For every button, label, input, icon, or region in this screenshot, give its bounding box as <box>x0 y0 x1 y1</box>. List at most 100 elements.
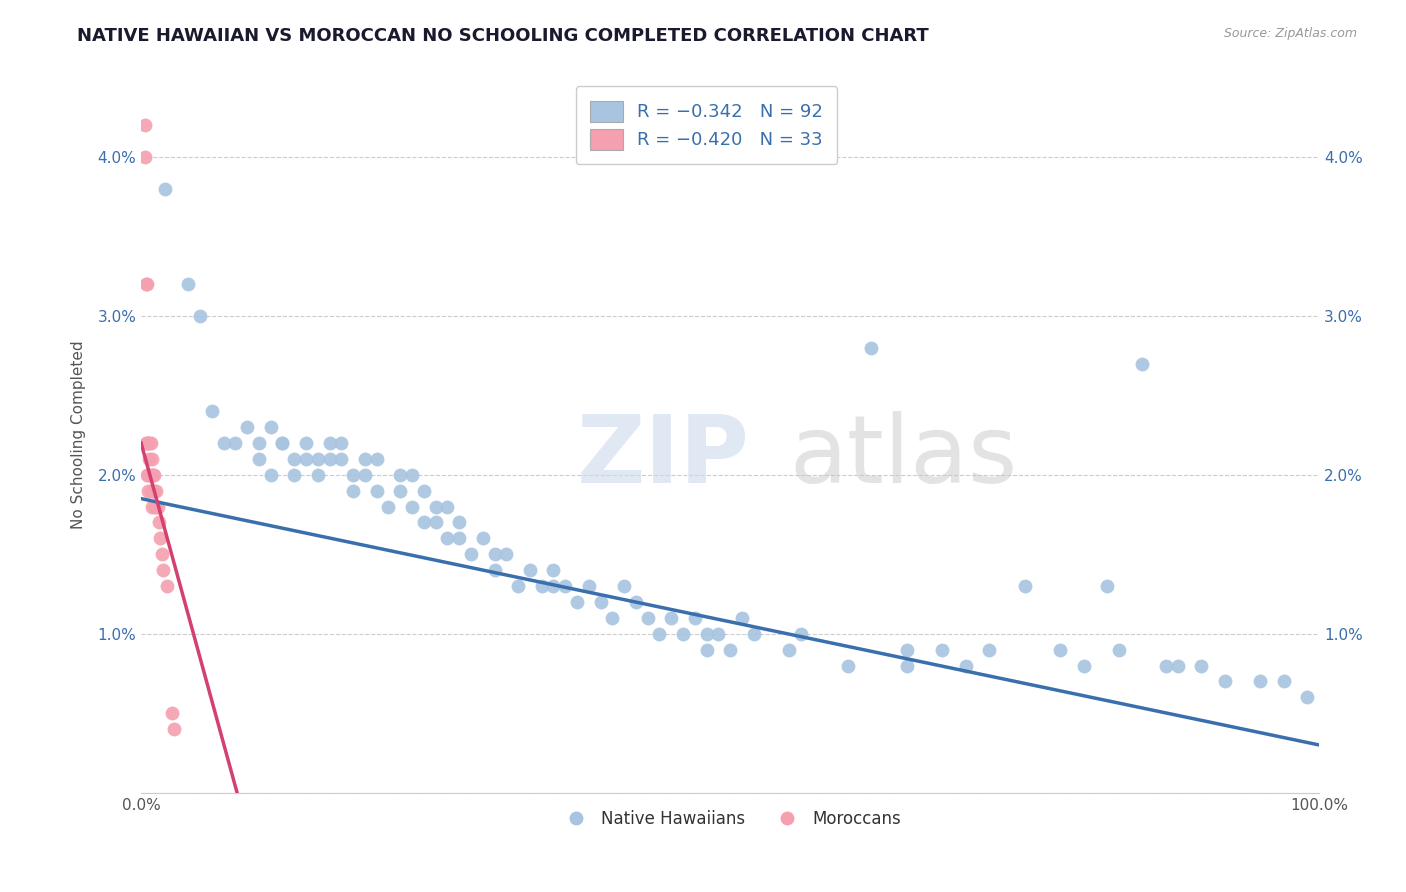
Point <box>613 579 636 593</box>
Point <box>896 642 918 657</box>
Point <box>412 483 434 498</box>
Point <box>136 436 159 450</box>
Point <box>153 182 176 196</box>
Point <box>1095 579 1118 593</box>
Point <box>135 277 157 291</box>
Point <box>449 532 471 546</box>
Point <box>1296 690 1319 705</box>
Point <box>134 150 156 164</box>
Y-axis label: No Schooling Completed: No Schooling Completed <box>72 341 86 529</box>
Point <box>707 626 730 640</box>
Point <box>1132 357 1154 371</box>
Point <box>330 451 353 466</box>
Point <box>1154 658 1177 673</box>
Point <box>530 579 553 593</box>
Point <box>163 722 186 736</box>
Point <box>354 467 377 482</box>
Point <box>143 467 166 482</box>
Point <box>460 547 482 561</box>
Point <box>731 611 754 625</box>
Point <box>389 483 412 498</box>
Point <box>283 467 305 482</box>
Point <box>136 467 159 482</box>
Text: atlas: atlas <box>789 410 1018 502</box>
Point <box>160 706 183 721</box>
Point <box>412 516 434 530</box>
Point <box>188 309 211 323</box>
Point <box>139 436 162 450</box>
Point <box>484 563 506 577</box>
Point <box>1014 579 1036 593</box>
Point <box>377 500 399 514</box>
Point <box>425 500 447 514</box>
Point <box>1167 658 1189 673</box>
Point <box>142 467 165 482</box>
Point <box>145 483 167 498</box>
Point <box>236 420 259 434</box>
Point <box>141 500 163 514</box>
Point <box>519 563 541 577</box>
Point <box>135 436 157 450</box>
Point <box>565 595 588 609</box>
Point <box>696 642 718 657</box>
Point <box>471 532 494 546</box>
Point <box>589 595 612 609</box>
Point <box>672 626 695 640</box>
Point <box>860 341 883 355</box>
Point <box>648 626 671 640</box>
Point <box>778 642 800 657</box>
Point <box>600 611 623 625</box>
Point <box>212 436 235 450</box>
Point <box>138 451 160 466</box>
Point <box>449 516 471 530</box>
Point <box>1213 674 1236 689</box>
Point <box>696 626 718 640</box>
Point <box>578 579 600 593</box>
Point <box>134 118 156 132</box>
Point <box>295 451 318 466</box>
Point <box>149 532 172 546</box>
Text: Source: ZipAtlas.com: Source: ZipAtlas.com <box>1223 27 1357 40</box>
Point <box>271 436 294 450</box>
Point <box>742 626 765 640</box>
Point <box>141 451 163 466</box>
Point <box>837 658 859 673</box>
Point <box>247 451 270 466</box>
Text: NATIVE HAWAIIAN VS MOROCCAN NO SCHOOLING COMPLETED CORRELATION CHART: NATIVE HAWAIIAN VS MOROCCAN NO SCHOOLING… <box>77 27 929 45</box>
Point <box>506 579 529 593</box>
Point <box>143 483 166 498</box>
Point <box>718 642 741 657</box>
Point <box>260 420 283 434</box>
Point <box>141 467 163 482</box>
Point <box>484 547 506 561</box>
Point <box>283 451 305 466</box>
Point <box>136 483 159 498</box>
Point <box>401 500 423 514</box>
Point <box>136 277 159 291</box>
Point <box>136 436 159 450</box>
Point <box>152 563 174 577</box>
Point <box>1108 642 1130 657</box>
Point <box>342 483 364 498</box>
Point <box>138 436 160 450</box>
Point <box>307 451 329 466</box>
Point <box>177 277 200 291</box>
Point <box>366 451 388 466</box>
Point <box>150 547 173 561</box>
Point <box>318 436 340 450</box>
Text: ZIP: ZIP <box>576 410 749 502</box>
Point <box>495 547 517 561</box>
Point <box>931 642 953 657</box>
Point <box>1049 642 1071 657</box>
Point <box>201 404 224 418</box>
Point <box>148 516 170 530</box>
Point <box>318 451 340 466</box>
Point <box>401 467 423 482</box>
Point <box>389 467 412 482</box>
Point <box>436 532 458 546</box>
Point <box>307 467 329 482</box>
Point <box>342 467 364 482</box>
Point <box>1073 658 1095 673</box>
Legend: Native Hawaiians, Moroccans: Native Hawaiians, Moroccans <box>553 803 907 834</box>
Point <box>1249 674 1271 689</box>
